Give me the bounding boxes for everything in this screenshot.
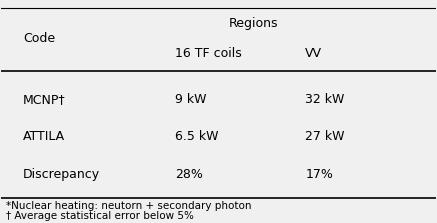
Text: Discrepancy: Discrepancy (23, 168, 100, 181)
Text: 16 TF coils: 16 TF coils (175, 47, 242, 60)
Text: † Average statistical error below 5%: † Average statistical error below 5% (6, 211, 194, 221)
Text: *Nuclear heating: neutorn + secondary photon: *Nuclear heating: neutorn + secondary ph… (6, 201, 251, 211)
Text: 27 kW: 27 kW (305, 130, 345, 143)
Text: 28%: 28% (175, 168, 203, 181)
Text: MCNP†: MCNP† (23, 93, 66, 106)
Text: Code: Code (23, 32, 55, 45)
Text: ATTILA: ATTILA (23, 130, 65, 143)
Text: 32 kW: 32 kW (305, 93, 345, 106)
Text: 6.5 kW: 6.5 kW (175, 130, 218, 143)
Text: 9 kW: 9 kW (175, 93, 207, 106)
Text: 17%: 17% (305, 168, 333, 181)
Text: Regions: Regions (229, 17, 278, 30)
Text: VV: VV (305, 47, 323, 60)
